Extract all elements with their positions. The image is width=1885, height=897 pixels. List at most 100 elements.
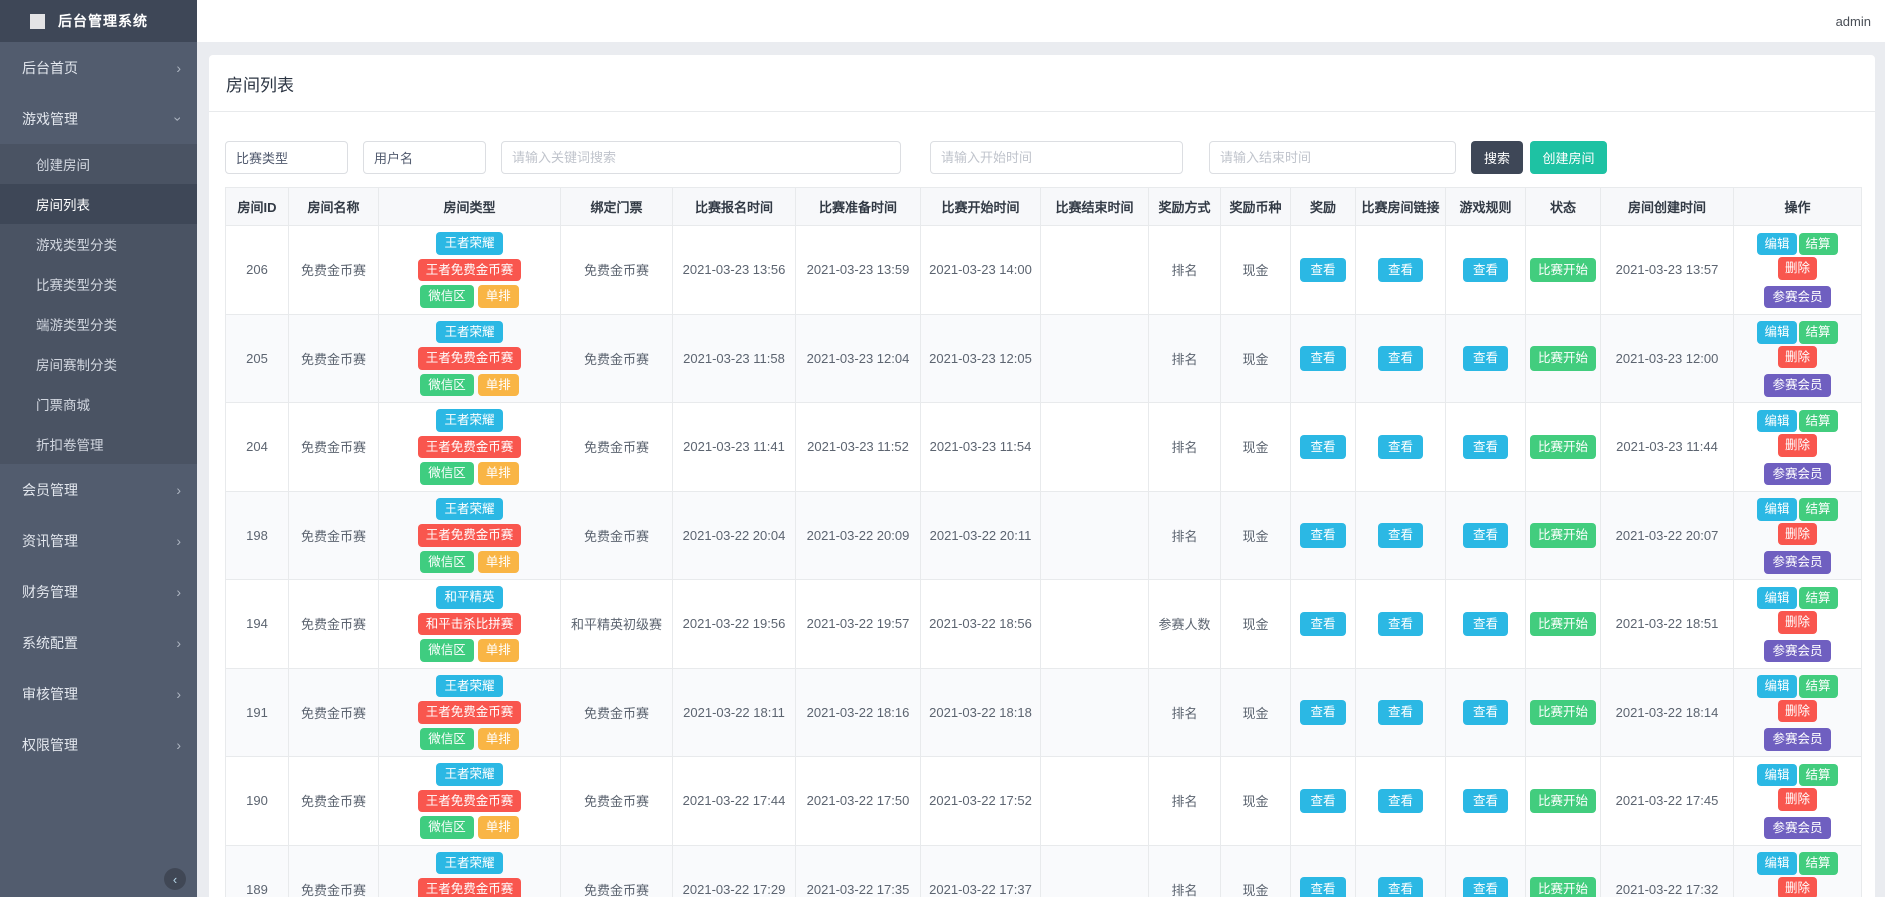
view-rules-button[interactable]: 查看 xyxy=(1462,877,1508,897)
view-room-link-button[interactable]: 查看 xyxy=(1377,523,1423,548)
sidebar-item-group[interactable]: 权限管理 › xyxy=(0,719,197,770)
sidebar-subitem[interactable]: 创建房间 xyxy=(0,144,197,184)
view-rules-button[interactable]: 查看 xyxy=(1462,523,1508,548)
sidebar-item-group[interactable]: 审核管理 › xyxy=(0,668,197,719)
sidebar-subitem[interactable]: 房间赛制分类 xyxy=(0,344,197,384)
view-reward-button[interactable]: 查看 xyxy=(1300,788,1346,813)
cell-room-type: 和平精英和平击杀比拼赛 微信区 单排 xyxy=(378,579,561,669)
cell-reward-mode: 排名 xyxy=(1148,313,1221,403)
view-room-link-button[interactable]: 查看 xyxy=(1377,346,1423,371)
sidebar-item-group[interactable]: 会员管理 › xyxy=(0,464,197,515)
cell-game-rules: 查看 xyxy=(1445,225,1526,315)
edit-button[interactable]: 编辑 xyxy=(1757,321,1797,344)
delete-button[interactable]: 删除 xyxy=(1777,257,1817,280)
sidebar-item-group[interactable]: 财务管理 › xyxy=(0,566,197,617)
cell-signup-time: 2021-03-22 18:11 xyxy=(672,667,796,757)
settle-button[interactable]: 结算 xyxy=(1798,232,1838,255)
view-reward-button[interactable]: 查看 xyxy=(1300,700,1346,725)
edit-button[interactable]: 编辑 xyxy=(1757,675,1797,698)
settle-button[interactable]: 结算 xyxy=(1798,321,1838,344)
delete-button[interactable]: 删除 xyxy=(1777,876,1817,897)
delete-button[interactable]: 删除 xyxy=(1777,345,1817,368)
status-badge: 比赛开始 xyxy=(1529,788,1596,813)
members-button[interactable]: 参赛会员 xyxy=(1764,728,1831,751)
search-button[interactable]: 搜索 xyxy=(1471,141,1523,174)
keyword-input[interactable] xyxy=(501,141,901,174)
members-button[interactable]: 参赛会员 xyxy=(1764,816,1831,839)
status-badge: 比赛开始 xyxy=(1529,257,1596,282)
view-rules-button[interactable]: 查看 xyxy=(1462,788,1508,813)
sidebar-item-group[interactable]: 资讯管理 › xyxy=(0,515,197,566)
edit-button[interactable]: 编辑 xyxy=(1757,852,1797,875)
members-button[interactable]: 参赛会员 xyxy=(1764,374,1831,397)
view-room-link-button[interactable]: 查看 xyxy=(1377,788,1423,813)
sidebar-item-home[interactable]: 后台首页 › xyxy=(0,42,197,93)
view-rules-button[interactable]: 查看 xyxy=(1462,257,1508,282)
sidebar-item-game-management[interactable]: 游戏管理 › xyxy=(0,93,197,144)
delete-button[interactable]: 删除 xyxy=(1777,611,1817,634)
delete-button[interactable]: 删除 xyxy=(1777,699,1817,722)
settle-button[interactable]: 结算 xyxy=(1798,763,1838,786)
view-reward-button[interactable]: 查看 xyxy=(1300,434,1346,459)
sidebar-subitem-label: 端游类型分类 xyxy=(36,318,117,333)
edit-button[interactable]: 编辑 xyxy=(1757,586,1797,609)
delete-button[interactable]: 删除 xyxy=(1777,522,1817,545)
view-room-link-button[interactable]: 查看 xyxy=(1377,611,1423,636)
settle-button[interactable]: 结算 xyxy=(1798,586,1838,609)
sidebar-subitem[interactable]: 游戏类型分类 xyxy=(0,224,197,264)
view-reward-button[interactable]: 查看 xyxy=(1300,611,1346,636)
view-room-link-button[interactable]: 查看 xyxy=(1377,877,1423,897)
sidebar-subitem[interactable]: 比赛类型分类 xyxy=(0,264,197,304)
members-button[interactable]: 参赛会员 xyxy=(1764,285,1831,308)
sidebar-subitem[interactable]: 房间列表 xyxy=(0,184,197,224)
settle-button[interactable]: 结算 xyxy=(1798,675,1838,698)
mode-badge: 单排 xyxy=(477,462,519,485)
username-select[interactable]: 用户名 xyxy=(363,141,486,174)
edit-button[interactable]: 编辑 xyxy=(1757,232,1797,255)
start-time-input[interactable] xyxy=(930,141,1183,174)
cell-status: 比赛开始 xyxy=(1525,756,1601,846)
members-button[interactable]: 参赛会员 xyxy=(1764,551,1831,574)
collapse-sidebar-button[interactable]: ‹ xyxy=(164,868,186,890)
cell-reward-mode: 排名 xyxy=(1148,667,1221,757)
sidebar-item-group[interactable]: 系统配置 › xyxy=(0,617,197,668)
view-rules-button[interactable]: 查看 xyxy=(1462,346,1508,371)
view-reward-button[interactable]: 查看 xyxy=(1300,346,1346,371)
user-menu[interactable]: admin xyxy=(1835,13,1871,29)
sidebar-subitem[interactable]: 折扣卷管理 xyxy=(0,424,197,464)
edit-button[interactable]: 编辑 xyxy=(1757,409,1797,432)
sidebar-subitem-label: 创建房间 xyxy=(36,158,90,173)
settle-button[interactable]: 结算 xyxy=(1798,409,1838,432)
col-header-reward: 奖励 xyxy=(1290,187,1356,226)
cell-end-time xyxy=(1040,313,1149,403)
mode-badge: 单排 xyxy=(477,285,519,308)
cell-ready-time: 2021-03-22 17:50 xyxy=(795,756,921,846)
match-type-select[interactable]: 比赛类型 xyxy=(225,141,348,174)
members-button[interactable]: 参赛会员 xyxy=(1764,639,1831,662)
view-room-link-button[interactable]: 查看 xyxy=(1377,700,1423,725)
delete-button[interactable]: 删除 xyxy=(1777,788,1817,811)
game-badge: 王者荣耀 xyxy=(436,409,503,432)
sidebar-subitem[interactable]: 端游类型分类 xyxy=(0,304,197,344)
end-time-input[interactable] xyxy=(1209,141,1456,174)
settle-button[interactable]: 结算 xyxy=(1798,498,1838,521)
cell-room-id: 194 xyxy=(225,579,289,669)
settle-button[interactable]: 结算 xyxy=(1798,852,1838,875)
view-rules-button[interactable]: 查看 xyxy=(1462,434,1508,459)
view-reward-button[interactable]: 查看 xyxy=(1300,257,1346,282)
sidebar-item-label: 游戏管理 xyxy=(22,110,78,127)
edit-button[interactable]: 编辑 xyxy=(1757,498,1797,521)
delete-button[interactable]: 删除 xyxy=(1777,434,1817,457)
view-reward-button[interactable]: 查看 xyxy=(1300,877,1346,897)
view-rules-button[interactable]: 查看 xyxy=(1462,611,1508,636)
sidebar-subitem[interactable]: 门票商城 xyxy=(0,384,197,424)
view-room-link-button[interactable]: 查看 xyxy=(1377,257,1423,282)
members-button[interactable]: 参赛会员 xyxy=(1764,462,1831,485)
view-room-link-button[interactable]: 查看 xyxy=(1377,434,1423,459)
edit-button[interactable]: 编辑 xyxy=(1757,763,1797,786)
col-header-ticket: 绑定门票 xyxy=(560,187,673,226)
view-reward-button[interactable]: 查看 xyxy=(1300,523,1346,548)
create-room-button[interactable]: 创建房间 xyxy=(1530,141,1607,174)
sidebar-subitem-label: 房间赛制分类 xyxy=(36,358,117,373)
view-rules-button[interactable]: 查看 xyxy=(1462,700,1508,725)
